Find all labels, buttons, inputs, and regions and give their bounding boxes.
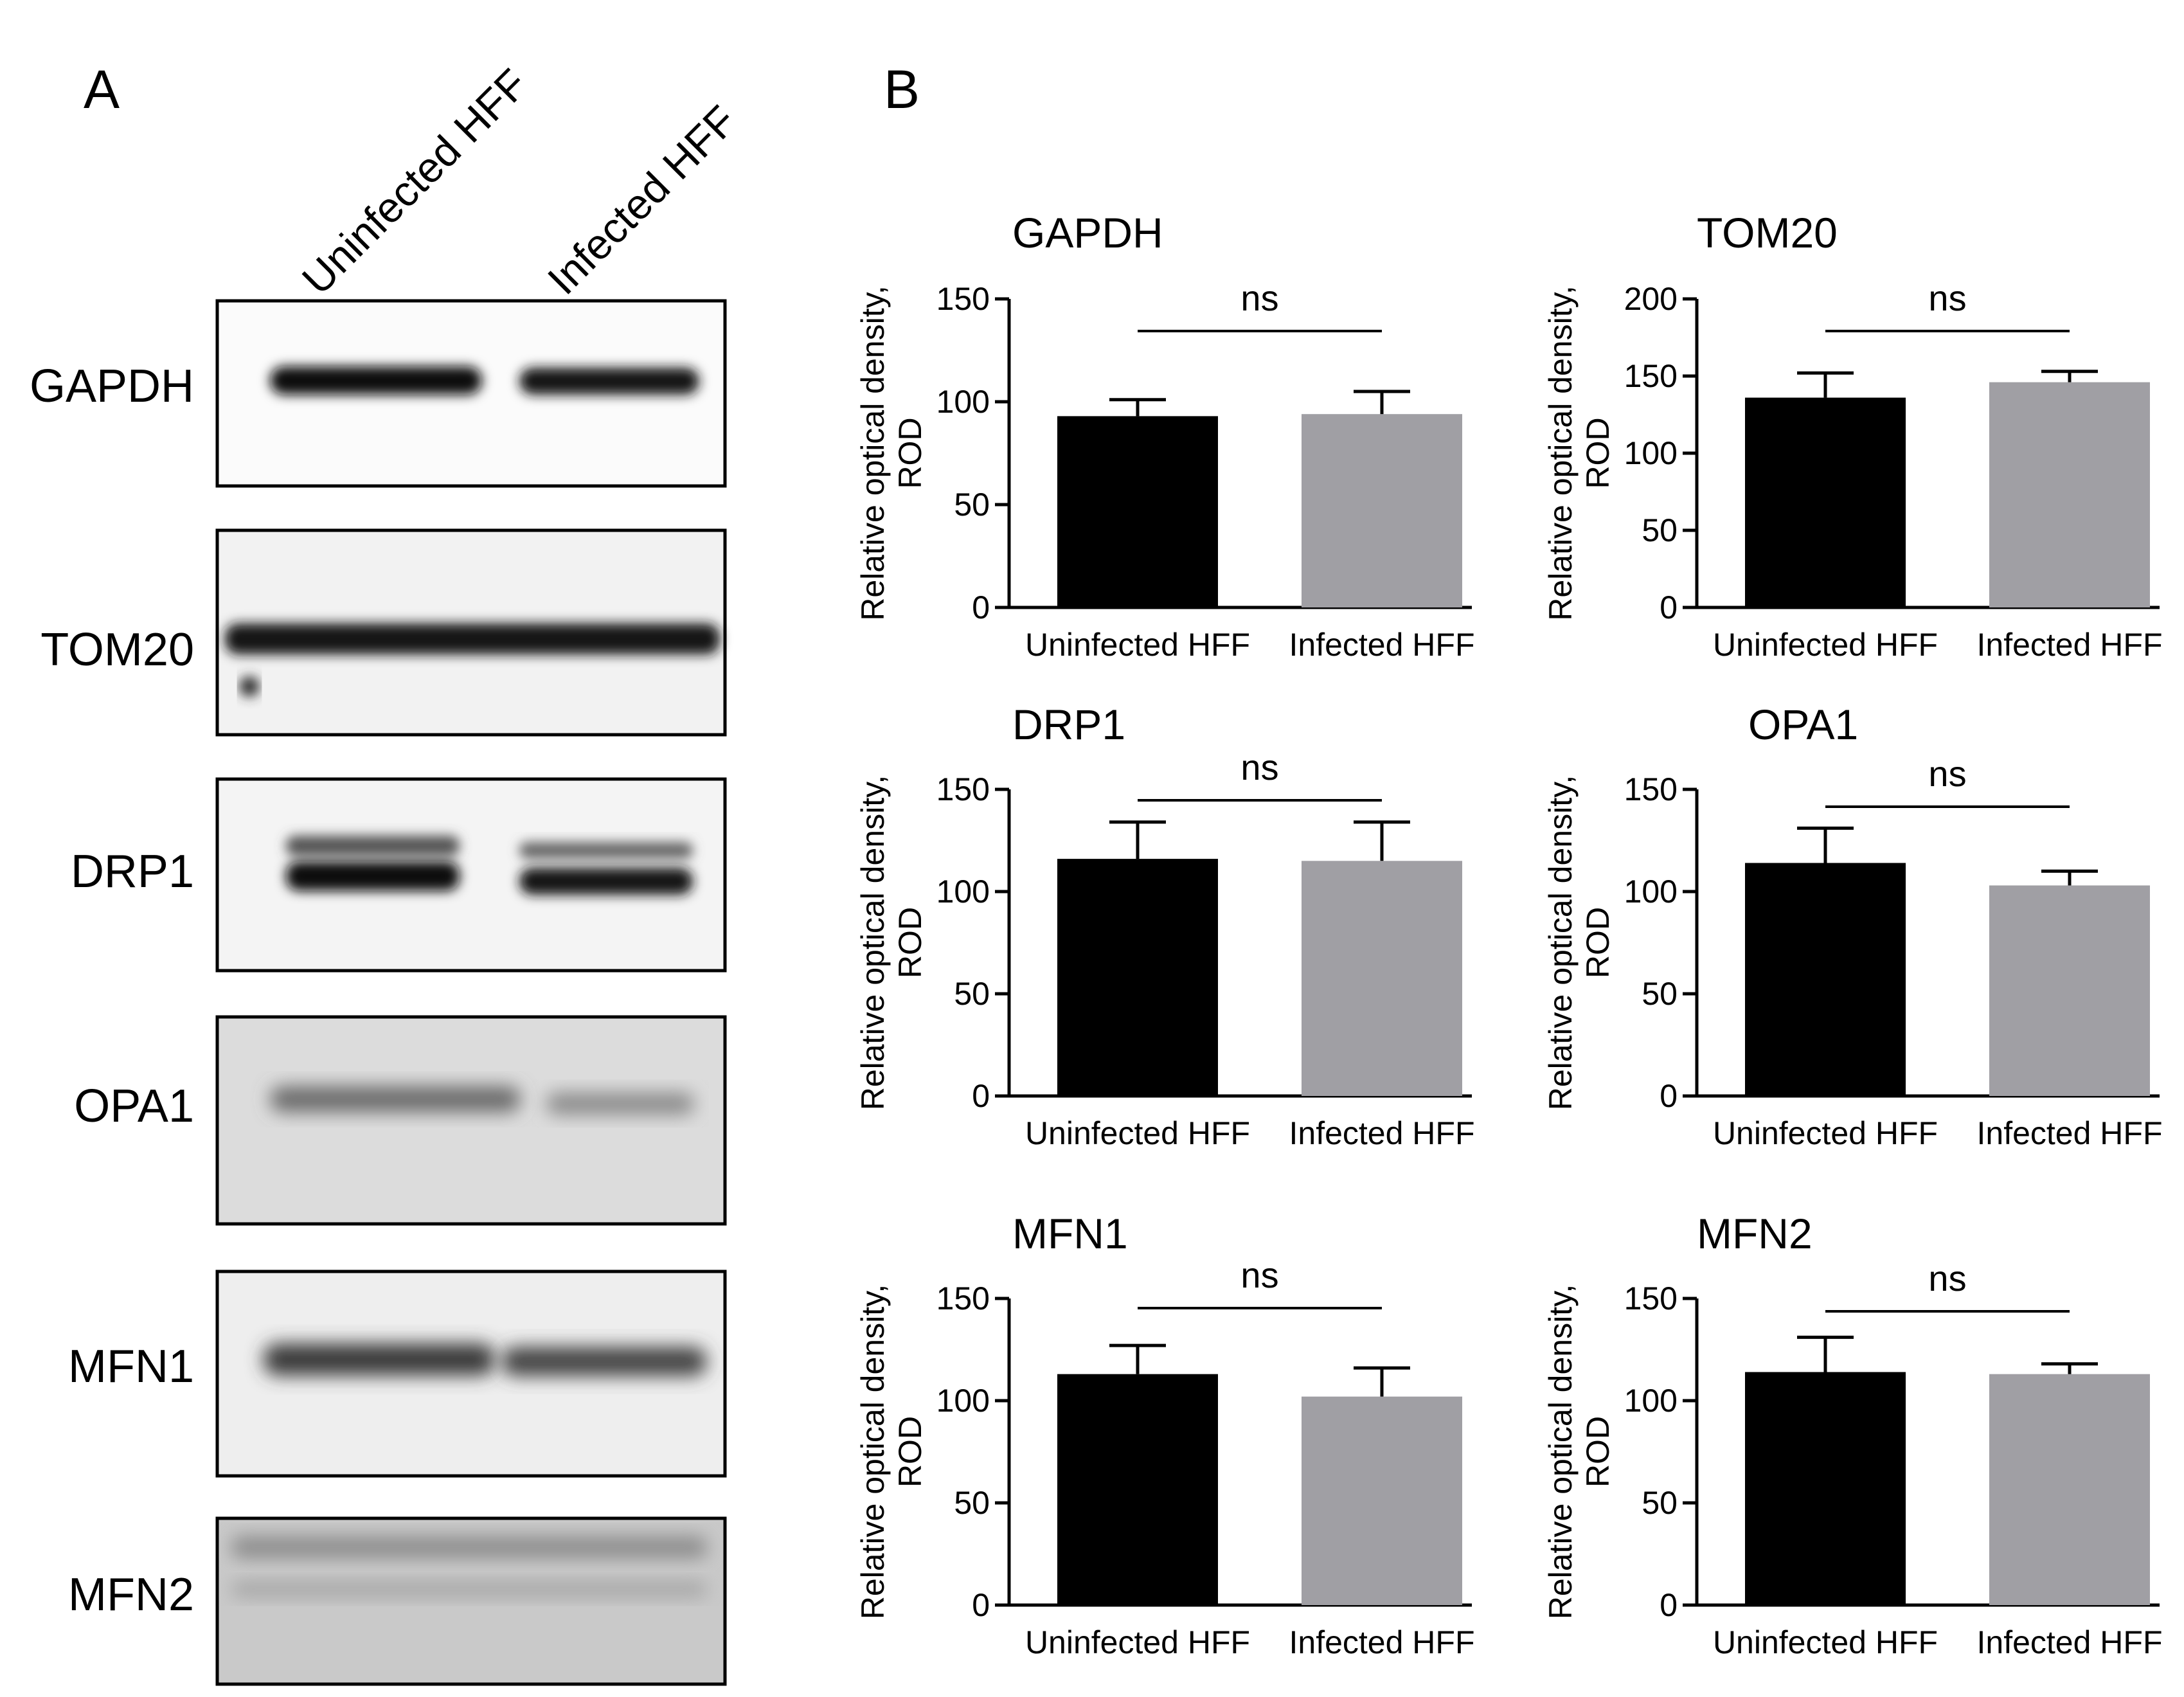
y-tick-label: 150 <box>936 771 990 807</box>
y-tick-label: 50 <box>954 487 990 523</box>
y-axis-label: Relative optical density, <box>855 775 891 1111</box>
panel-b-letter: B <box>884 59 920 120</box>
y-tick-label: 100 <box>936 874 990 910</box>
y-tick-label: 150 <box>936 1280 990 1316</box>
y-tick-label: 50 <box>954 976 990 1012</box>
blot-tom20 <box>215 528 727 737</box>
chart-mfn2: MFN2 0 50 100 150 Relative optical density, RO… <box>1543 1210 2163 1660</box>
bar-infected <box>1302 414 1462 607</box>
blot-gapdh <box>215 299 727 488</box>
blot-drp1 <box>215 777 727 973</box>
blot-label-gapdh: GAPDH <box>30 361 194 412</box>
bar-uninfected <box>1745 863 1906 1096</box>
y-axis-label-unit: ROD <box>1580 1416 1616 1487</box>
chart-opa1: OPA1 0 50 100 150 Relative optical density, RO… <box>1543 701 2163 1151</box>
bar-uninfected <box>1057 416 1218 607</box>
y-axis-label: Relative optical density, <box>1543 775 1579 1111</box>
blot-mfn1 <box>215 1270 727 1478</box>
y-tick-label: 50 <box>1642 976 1678 1012</box>
bar-infected <box>1302 861 1462 1096</box>
chart-gapdh: GAPDH 0 50 100 150 Relative optical density, R… <box>855 209 1475 663</box>
chart-title: MFN2 <box>1697 1210 1813 1257</box>
y-tick-label: 200 <box>1624 281 1678 317</box>
panel-a-letter: A <box>84 59 120 120</box>
x-tick-label: Infected HFF <box>1289 627 1475 663</box>
y-tick-label: 150 <box>936 281 990 317</box>
chart-title: GAPDH <box>1012 209 1163 256</box>
significance-label: ns <box>1928 753 1966 794</box>
y-tick-label: 0 <box>972 1587 990 1623</box>
blot-label-drp1: DRP1 <box>71 846 194 897</box>
x-tick-label: Uninfected HFF <box>1025 1624 1250 1660</box>
significance-label: ns <box>1928 1258 1966 1298</box>
blot-label-opa1: OPA1 <box>74 1081 194 1132</box>
bar-infected <box>1989 382 2150 607</box>
y-axis-label-unit: ROD <box>1580 417 1616 489</box>
significance-label: ns <box>1240 278 1278 318</box>
y-axis-label: Relative optical density, <box>1543 1284 1579 1620</box>
bar-infected <box>1989 885 2150 1096</box>
y-tick-label: 100 <box>936 384 990 420</box>
y-tick-label: 100 <box>1624 1383 1678 1419</box>
chart-title: DRP1 <box>1012 701 1125 748</box>
bar-uninfected <box>1745 397 1906 607</box>
significance-label: ns <box>1928 278 1966 318</box>
chart-drp1: DRP1 0 50 100 150 Relative optical density, RO… <box>855 701 1475 1151</box>
y-axis-label: Relative optical density, <box>855 1284 891 1620</box>
y-axis-label-unit: ROD <box>1580 907 1616 978</box>
y-tick-label: 100 <box>1624 874 1678 910</box>
chart-tom20: TOM20 0 50 100 150 200 Relative optical densit… <box>1543 209 2163 663</box>
y-tick-label: 150 <box>1624 1280 1678 1316</box>
y-tick-label: 0 <box>1660 1587 1678 1623</box>
lane-label-uninfected: Uninfected HFF <box>293 60 537 303</box>
y-axis-label-unit: ROD <box>892 1416 928 1487</box>
blot-label-mfn1: MFN1 <box>68 1341 194 1392</box>
bar-infected <box>1989 1374 2150 1605</box>
x-tick-label: Uninfected HFF <box>1713 627 1938 663</box>
x-tick-label: Uninfected HFF <box>1025 627 1250 663</box>
y-tick-label: 150 <box>1624 771 1678 807</box>
y-tick-label: 50 <box>954 1485 990 1521</box>
y-tick-label: 0 <box>972 589 990 625</box>
x-tick-label: Uninfected HFF <box>1025 1115 1250 1151</box>
y-tick-label: 50 <box>1642 1485 1678 1521</box>
bar-uninfected <box>1057 859 1218 1096</box>
x-tick-label: Uninfected HFF <box>1713 1624 1938 1660</box>
x-tick-label: Uninfected HFF <box>1713 1115 1938 1151</box>
y-axis-label-unit: ROD <box>892 417 928 489</box>
y-axis-label: Relative optical density, <box>855 285 891 621</box>
y-tick-label: 100 <box>1624 435 1678 471</box>
bar-uninfected <box>1745 1372 1906 1605</box>
significance-label: ns <box>1240 747 1278 787</box>
y-tick-label: 150 <box>1624 358 1678 394</box>
x-tick-label: Infected HFF <box>1289 1624 1475 1660</box>
bar-infected <box>1302 1396 1462 1605</box>
chart-title: TOM20 <box>1697 209 1838 256</box>
y-tick-label: 100 <box>936 1383 990 1419</box>
x-tick-label: Infected HFF <box>1977 1624 2163 1660</box>
y-axis-label: Relative optical density, <box>1543 285 1579 621</box>
chart-mfn1: MFN1 0 50 100 150 Relative optical density, RO… <box>855 1210 1475 1660</box>
y-tick-label: 0 <box>1660 1078 1678 1114</box>
y-tick-label: 0 <box>1660 589 1678 625</box>
y-axis-label-unit: ROD <box>892 907 928 978</box>
blot-opa1 <box>215 1015 727 1226</box>
chart-title: MFN1 <box>1012 1210 1128 1257</box>
y-tick-label: 50 <box>1642 512 1678 548</box>
bar-uninfected <box>1057 1374 1218 1605</box>
x-tick-label: Infected HFF <box>1977 627 2163 663</box>
lane-label-infected: Infected HFF <box>539 96 746 303</box>
blot-label-tom20: TOM20 <box>40 624 194 676</box>
chart-title: OPA1 <box>1748 701 1858 748</box>
x-tick-label: Infected HFF <box>1977 1115 2163 1151</box>
significance-label: ns <box>1240 1255 1278 1295</box>
y-tick-label: 0 <box>972 1078 990 1114</box>
blot-label-mfn2: MFN2 <box>68 1569 194 1621</box>
x-tick-label: Infected HFF <box>1289 1115 1475 1151</box>
blot-mfn2 <box>215 1516 727 1686</box>
